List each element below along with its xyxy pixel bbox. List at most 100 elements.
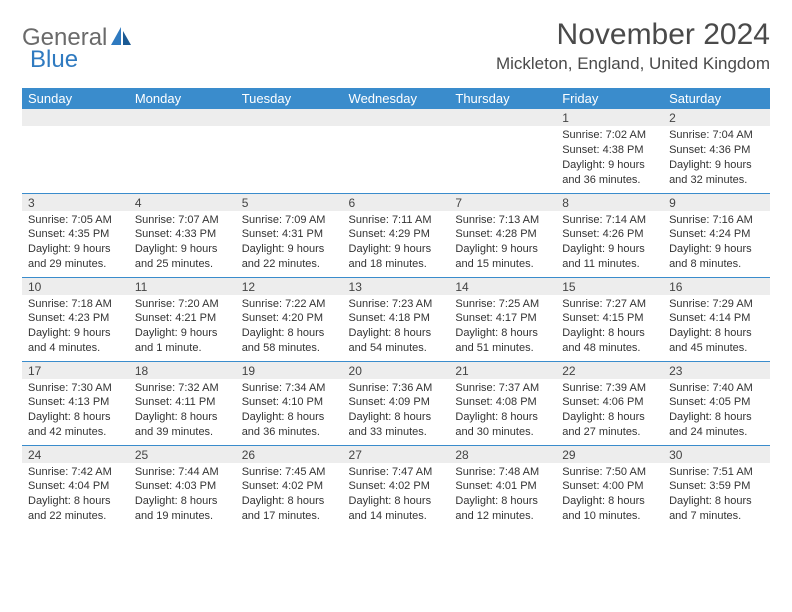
weekday-header: Wednesday	[343, 88, 450, 109]
sunrise-text: Sunrise: 7:22 AM	[242, 297, 337, 312]
weekday-header: Friday	[556, 88, 663, 109]
day-data: Sunrise: 7:29 AMSunset: 4:14 PMDaylight:…	[663, 295, 770, 360]
day-number: 19	[236, 362, 343, 379]
daylight-text: Daylight: 8 hours and 24 minutes.	[669, 410, 764, 440]
calendar-day-cell	[449, 109, 556, 193]
title-block: November 2024 Mickleton, England, United…	[496, 18, 770, 74]
day-data: Sunrise: 7:27 AMSunset: 4:15 PMDaylight:…	[556, 295, 663, 360]
sunset-text: Sunset: 4:21 PM	[135, 311, 230, 326]
daylight-text: Daylight: 8 hours and 58 minutes.	[242, 326, 337, 356]
calendar-day-cell: 18Sunrise: 7:32 AMSunset: 4:11 PMDayligh…	[129, 361, 236, 445]
day-number: 15	[556, 278, 663, 295]
calendar-day-cell	[236, 109, 343, 193]
day-data: Sunrise: 7:13 AMSunset: 4:28 PMDaylight:…	[449, 211, 556, 276]
weekday-header: Tuesday	[236, 88, 343, 109]
calendar-day-cell: 17Sunrise: 7:30 AMSunset: 4:13 PMDayligh…	[22, 361, 129, 445]
sunrise-text: Sunrise: 7:09 AM	[242, 213, 337, 228]
sunset-text: Sunset: 4:14 PM	[669, 311, 764, 326]
logo-sail-icon	[110, 26, 132, 51]
day-data: Sunrise: 7:09 AMSunset: 4:31 PMDaylight:…	[236, 211, 343, 276]
weekday-header: Saturday	[663, 88, 770, 109]
sunset-text: Sunset: 4:31 PM	[242, 227, 337, 242]
sunset-text: Sunset: 4:20 PM	[242, 311, 337, 326]
daylight-text: Daylight: 8 hours and 10 minutes.	[562, 494, 657, 524]
daylight-text: Daylight: 9 hours and 11 minutes.	[562, 242, 657, 272]
calendar-day-cell: 10Sunrise: 7:18 AMSunset: 4:23 PMDayligh…	[22, 277, 129, 361]
sunset-text: Sunset: 4:23 PM	[28, 311, 123, 326]
daylight-text: Daylight: 8 hours and 12 minutes.	[455, 494, 550, 524]
calendar-day-cell: 11Sunrise: 7:20 AMSunset: 4:21 PMDayligh…	[129, 277, 236, 361]
sunrise-text: Sunrise: 7:14 AM	[562, 213, 657, 228]
calendar-day-cell: 1Sunrise: 7:02 AMSunset: 4:38 PMDaylight…	[556, 109, 663, 193]
sunrise-text: Sunrise: 7:51 AM	[669, 465, 764, 480]
day-number: 14	[449, 278, 556, 295]
sunset-text: Sunset: 4:26 PM	[562, 227, 657, 242]
sunset-text: Sunset: 3:59 PM	[669, 479, 764, 494]
logo-text-blue: Blue	[30, 46, 78, 73]
sunset-text: Sunset: 4:36 PM	[669, 143, 764, 158]
calendar-day-cell	[343, 109, 450, 193]
calendar-day-cell: 29Sunrise: 7:50 AMSunset: 4:00 PMDayligh…	[556, 445, 663, 529]
sunrise-text: Sunrise: 7:23 AM	[349, 297, 444, 312]
sunset-text: Sunset: 4:06 PM	[562, 395, 657, 410]
daylight-text: Daylight: 8 hours and 51 minutes.	[455, 326, 550, 356]
calendar-day-cell: 2Sunrise: 7:04 AMSunset: 4:36 PMDaylight…	[663, 109, 770, 193]
daylight-text: Daylight: 9 hours and 15 minutes.	[455, 242, 550, 272]
day-data: Sunrise: 7:20 AMSunset: 4:21 PMDaylight:…	[129, 295, 236, 360]
calendar-day-cell: 3Sunrise: 7:05 AMSunset: 4:35 PMDaylight…	[22, 193, 129, 277]
day-number: 8	[556, 194, 663, 211]
day-data: Sunrise: 7:16 AMSunset: 4:24 PMDaylight:…	[663, 211, 770, 276]
sunrise-text: Sunrise: 7:02 AM	[562, 128, 657, 143]
sunrise-text: Sunrise: 7:27 AM	[562, 297, 657, 312]
sunrise-text: Sunrise: 7:05 AM	[28, 213, 123, 228]
day-number: 20	[343, 362, 450, 379]
day-data: Sunrise: 7:02 AMSunset: 4:38 PMDaylight:…	[556, 126, 663, 191]
weekday-header-row: Sunday Monday Tuesday Wednesday Thursday…	[22, 88, 770, 109]
daylight-text: Daylight: 9 hours and 36 minutes.	[562, 158, 657, 188]
sunrise-text: Sunrise: 7:37 AM	[455, 381, 550, 396]
day-number: 17	[22, 362, 129, 379]
daylight-text: Daylight: 9 hours and 8 minutes.	[669, 242, 764, 272]
day-number: 24	[22, 446, 129, 463]
day-number: 1	[556, 109, 663, 126]
sunrise-text: Sunrise: 7:48 AM	[455, 465, 550, 480]
day-number: 9	[663, 194, 770, 211]
calendar-day-cell	[22, 109, 129, 193]
sunset-text: Sunset: 4:17 PM	[455, 311, 550, 326]
day-data: Sunrise: 7:07 AMSunset: 4:33 PMDaylight:…	[129, 211, 236, 276]
calendar-table: Sunday Monday Tuesday Wednesday Thursday…	[22, 88, 770, 529]
day-data: Sunrise: 7:44 AMSunset: 4:03 PMDaylight:…	[129, 463, 236, 528]
calendar-day-cell: 27Sunrise: 7:47 AMSunset: 4:02 PMDayligh…	[343, 445, 450, 529]
sunset-text: Sunset: 4:15 PM	[562, 311, 657, 326]
day-number: 10	[22, 278, 129, 295]
day-number: 30	[663, 446, 770, 463]
daylight-text: Daylight: 9 hours and 29 minutes.	[28, 242, 123, 272]
day-data: Sunrise: 7:37 AMSunset: 4:08 PMDaylight:…	[449, 379, 556, 444]
daylight-text: Daylight: 8 hours and 17 minutes.	[242, 494, 337, 524]
day-data: Sunrise: 7:11 AMSunset: 4:29 PMDaylight:…	[343, 211, 450, 276]
day-data: Sunrise: 7:39 AMSunset: 4:06 PMDaylight:…	[556, 379, 663, 444]
calendar-day-cell	[129, 109, 236, 193]
sunrise-text: Sunrise: 7:30 AM	[28, 381, 123, 396]
calendar-day-cell: 16Sunrise: 7:29 AMSunset: 4:14 PMDayligh…	[663, 277, 770, 361]
day-number: 11	[129, 278, 236, 295]
sunset-text: Sunset: 4:10 PM	[242, 395, 337, 410]
sunset-text: Sunset: 4:11 PM	[135, 395, 230, 410]
daylight-text: Daylight: 8 hours and 27 minutes.	[562, 410, 657, 440]
day-data: Sunrise: 7:22 AMSunset: 4:20 PMDaylight:…	[236, 295, 343, 360]
sunrise-text: Sunrise: 7:36 AM	[349, 381, 444, 396]
calendar-day-cell: 23Sunrise: 7:40 AMSunset: 4:05 PMDayligh…	[663, 361, 770, 445]
sunset-text: Sunset: 4:38 PM	[562, 143, 657, 158]
location: Mickleton, England, United Kingdom	[496, 54, 770, 74]
day-number: 12	[236, 278, 343, 295]
daylight-text: Daylight: 8 hours and 33 minutes.	[349, 410, 444, 440]
day-data: Sunrise: 7:40 AMSunset: 4:05 PMDaylight:…	[663, 379, 770, 444]
day-data: Sunrise: 7:25 AMSunset: 4:17 PMDaylight:…	[449, 295, 556, 360]
calendar-week-row: 10Sunrise: 7:18 AMSunset: 4:23 PMDayligh…	[22, 277, 770, 361]
sunrise-text: Sunrise: 7:50 AM	[562, 465, 657, 480]
sunset-text: Sunset: 4:13 PM	[28, 395, 123, 410]
sunset-text: Sunset: 4:05 PM	[669, 395, 764, 410]
day-number: 23	[663, 362, 770, 379]
daylight-text: Daylight: 8 hours and 48 minutes.	[562, 326, 657, 356]
calendar-day-cell: 9Sunrise: 7:16 AMSunset: 4:24 PMDaylight…	[663, 193, 770, 277]
